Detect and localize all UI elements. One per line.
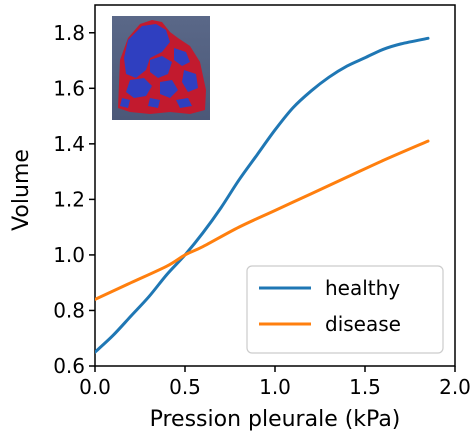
y-tick-label: 1.8 — [53, 21, 85, 45]
legend-label-healthy: healthy — [325, 276, 400, 300]
x-tick-label: 1.0 — [259, 375, 291, 399]
x-tick-label: 0.0 — [79, 375, 111, 399]
y-tick-label: 0.8 — [53, 298, 85, 322]
series-layer — [95, 36, 430, 354]
legend: healthy disease — [246, 265, 444, 354]
x-tick-label: 2.0 — [439, 375, 471, 399]
x-axis: 0.0 0.5 1.0 1.5 2.0 — [79, 366, 471, 399]
y-axis: 0.6 0.8 1.0 1.2 1.4 1.6 1.8 — [53, 21, 95, 378]
x-tick-label: 1.5 — [349, 375, 381, 399]
y-tick-label: 1.4 — [53, 132, 85, 156]
series-line-disease — [95, 139, 430, 301]
legend-label-disease: disease — [325, 312, 401, 336]
lung-render-image — [112, 16, 210, 120]
x-tick-label: 0.5 — [169, 375, 201, 399]
y-tick-label: 1.6 — [53, 76, 85, 100]
y-axis-label: Volume — [9, 149, 34, 231]
series-line-healthy — [95, 36, 430, 354]
y-tick-label: 1.2 — [53, 187, 85, 211]
y-tick-label: 1.0 — [53, 243, 85, 267]
x-axis-label: Pression pleurale (kPa) — [150, 407, 401, 432]
y-tick-label: 0.6 — [53, 354, 85, 378]
